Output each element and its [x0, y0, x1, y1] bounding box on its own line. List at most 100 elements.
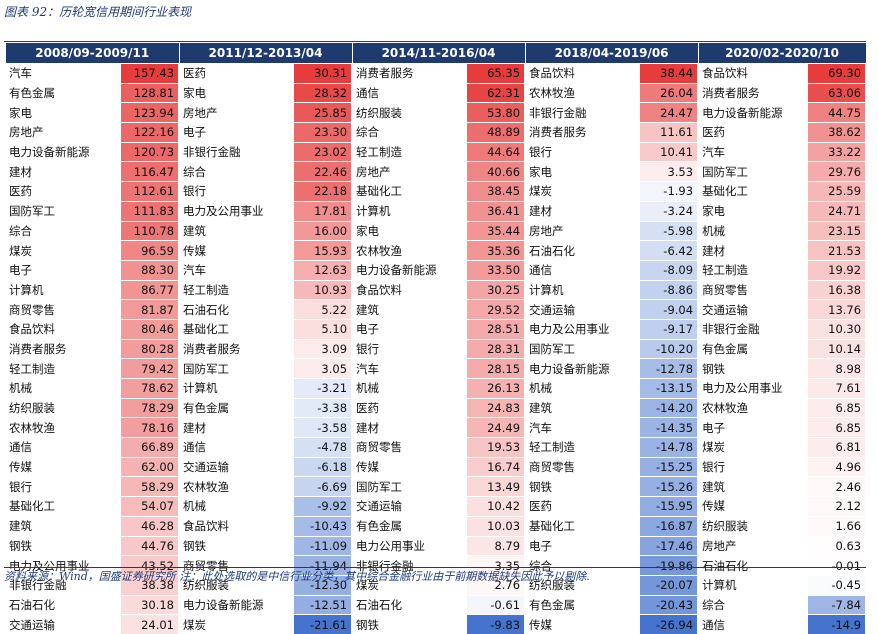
- return-value: -8.09: [640, 259, 700, 281]
- return-value: 62.00: [121, 456, 181, 477]
- industry-name: 通信: [525, 259, 641, 281]
- return-value: -14.9: [808, 614, 868, 634]
- table-row: 医药 112.61 银行 22.18 基础化工 38.45 煤炭 -1.93 基础化工 25.59: [6, 181, 868, 202]
- return-value: -4.78: [294, 437, 354, 458]
- table-row: 煤炭 96.59 传媒 15.93 农林牧渔 35.36 石油石化 -6.42 建材 21.53: [6, 240, 868, 261]
- return-value: 2.76: [467, 574, 527, 596]
- return-value: -11.09: [294, 535, 354, 556]
- industry-name: 石油石化: [698, 555, 809, 576]
- industry-name: 农林牧渔: [525, 82, 641, 103]
- return-value: 65.35: [467, 63, 527, 84]
- industry-name: 房地产: [698, 535, 809, 556]
- return-value: -15.25: [640, 456, 700, 477]
- industry-name: 非银行金融: [179, 141, 295, 162]
- return-value: 38.44: [640, 63, 700, 84]
- source-note: 资料来源：Wind，国盛证券研究所 注：此处选取的是中信行业分类，其中综合金融行…: [4, 570, 590, 583]
- industry-name: 纺织服装: [525, 574, 641, 596]
- industry-name: 医药: [352, 397, 468, 418]
- table-row: 电力设备新能源 120.73 非银行金融 23.02 轻工制造 44.64 银行 10.41 汽…: [6, 141, 868, 162]
- industry-name: 传媒: [179, 240, 295, 261]
- industry-name: 银行: [352, 338, 468, 359]
- return-value: -11.94: [294, 555, 354, 576]
- return-value: 28.51: [467, 318, 527, 340]
- return-value: -6.42: [640, 240, 700, 261]
- industry-name: 轻工制造: [698, 259, 809, 281]
- industry-name: 电力设备新能源: [352, 259, 468, 281]
- industry-name: 农林牧渔: [179, 476, 295, 497]
- industry-name: 电子: [6, 259, 121, 281]
- table-row: 电子 88.30 汽车 12.63 电力设备新能源 33.50 通信 -8.09 轻工制造 19.…: [6, 259, 868, 281]
- return-value: -3.24: [640, 200, 700, 221]
- industry-name: 煤炭: [698, 437, 809, 458]
- industry-name: 建筑: [698, 476, 809, 497]
- return-value: 3.05: [294, 358, 354, 379]
- return-value: 10.93: [294, 279, 354, 300]
- industry-name: 基础化工: [698, 181, 809, 202]
- industry-name: 消费者服务: [525, 122, 641, 143]
- industry-name: 钢铁: [352, 614, 468, 634]
- return-value: 3.35: [467, 555, 527, 576]
- industry-name: 综合: [352, 122, 468, 143]
- return-value: 10.41: [640, 141, 700, 162]
- industry-name: 石油石化: [6, 594, 121, 615]
- return-value: 6.81: [808, 437, 868, 458]
- return-value: -16.87: [640, 515, 700, 536]
- table-row: 石油石化 30.18 电力设备新能源 -12.51 石油石化 -0.61 有色金属 -20.4…: [6, 594, 868, 615]
- return-value: 78.62: [121, 378, 181, 399]
- return-value: 30.18: [121, 594, 181, 615]
- return-value: -0.01: [808, 555, 868, 576]
- return-value: 6.85: [808, 397, 868, 418]
- industry-name: 汽车: [179, 259, 295, 281]
- industry-name: 石油石化: [352, 594, 468, 615]
- return-value: 21.53: [808, 240, 868, 261]
- return-value: 2.12: [808, 496, 868, 517]
- return-value: 66.89: [121, 437, 181, 458]
- industry-name: 电子: [525, 535, 641, 556]
- return-value: 26.04: [640, 82, 700, 103]
- return-value: 2.46: [808, 476, 868, 497]
- industry-name: 轻工制造: [525, 437, 641, 458]
- table-row: 商贸零售 81.87 石油石化 5.22 建筑 29.52 交通运输 -9.04 交通运输 13.…: [6, 299, 868, 320]
- return-value: -12.78: [640, 358, 700, 379]
- return-value: 10.42: [467, 496, 527, 517]
- industry-name: 传媒: [525, 614, 641, 634]
- industry-name: 国防军工: [525, 338, 641, 359]
- table-row: 钢铁 44.76 钢铁 -11.09 电力公用事业 8.79 电子 -17.46 房地产 0.63: [6, 535, 868, 556]
- industry-name: 计算机: [352, 200, 468, 221]
- return-value: 54.07: [121, 496, 181, 517]
- return-value: -21.61: [294, 614, 354, 634]
- header-row: 2008/09-2009/11 2011/12-2013/04 2014/11-…: [6, 43, 867, 64]
- industry-name: 电力及公用事业: [179, 200, 295, 221]
- industry-name: 石油石化: [179, 299, 295, 320]
- industry-name: 银行: [525, 141, 641, 162]
- return-value: 30.25: [467, 279, 527, 300]
- table-row: 银行 58.29 农林牧渔 -6.69 国防军工 13.49 钢铁 -15.26 建筑 2.46: [6, 476, 868, 497]
- industry-name: 有色金属: [525, 594, 641, 615]
- industry-name: 基础化工: [525, 515, 641, 536]
- industry-name: 煤炭: [525, 181, 641, 202]
- industry-name: 汽车: [698, 141, 809, 162]
- return-value: -3.21: [294, 378, 354, 399]
- industry-name: 石油石化: [525, 240, 641, 261]
- return-value: -14.78: [640, 437, 700, 458]
- industry-name: 煤炭: [6, 240, 121, 261]
- industry-name: 建筑: [352, 299, 468, 320]
- return-value: -10.20: [640, 338, 700, 359]
- industry-name: 建材: [6, 161, 121, 182]
- table-row: 食品饮料 80.46 基础化工 5.10 电子 28.51 电力及公用事业 -9.17 非银行金…: [6, 318, 868, 340]
- industry-name: 电力设备新能源: [179, 594, 295, 615]
- return-value: 17.81: [294, 200, 354, 221]
- return-value: 128.81: [121, 82, 181, 103]
- table-row: 传媒 62.00 交通运输 -6.18 传媒 16.74 商贸零售 -15.25 银行 4.96: [6, 456, 868, 477]
- period-header: 2008/09-2009/11: [6, 43, 180, 64]
- industry-name: 电力设备新能源: [525, 358, 641, 379]
- industry-name: 建材: [179, 417, 295, 438]
- industry-name: 有色金属: [698, 338, 809, 359]
- return-value: 8.79: [467, 535, 527, 556]
- return-value: -26.94: [640, 614, 700, 634]
- industry-name: 轻工制造: [179, 279, 295, 300]
- table-row: 电力及公用事业 43.52 商贸零售 -11.94 非银行金融 3.35 综合 -19.86 石…: [6, 555, 868, 576]
- industry-name: 电力公用事业: [352, 535, 468, 556]
- return-value: -5.98: [640, 220, 700, 241]
- industry-name: 计算机: [698, 574, 809, 596]
